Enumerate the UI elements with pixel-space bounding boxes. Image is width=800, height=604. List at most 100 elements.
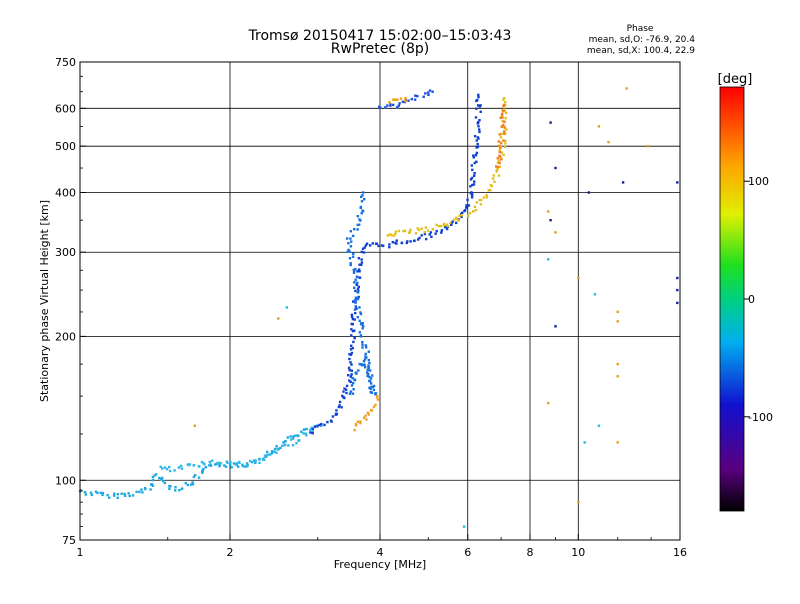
data-point — [347, 366, 351, 370]
data-point — [160, 478, 163, 481]
data-point — [352, 271, 356, 274]
data-point — [331, 415, 335, 418]
data-point — [469, 185, 472, 188]
data-point — [390, 233, 393, 237]
data-point — [503, 145, 506, 149]
data-point — [354, 307, 358, 310]
data-point — [497, 140, 500, 143]
data-point — [467, 204, 471, 207]
y-tick-label: 500 — [55, 140, 76, 153]
data-point — [353, 308, 357, 311]
x-axis-label: Frequency [MHz] — [334, 558, 426, 571]
data-point — [396, 106, 399, 109]
data-point — [547, 210, 550, 213]
data-point — [352, 388, 355, 391]
data-point — [360, 250, 363, 254]
x-tick-label: 16 — [673, 546, 687, 559]
data-point — [437, 224, 440, 228]
data-point — [453, 218, 456, 221]
data-point — [229, 460, 232, 464]
data-point — [470, 176, 474, 180]
data-point — [335, 409, 338, 412]
data-point — [356, 281, 359, 284]
x-tick-label: 6 — [464, 546, 471, 559]
data-point — [503, 97, 506, 100]
data-point — [431, 90, 434, 93]
data-point — [392, 103, 395, 107]
data-point — [442, 224, 446, 227]
data-point — [291, 444, 295, 447]
data-point — [420, 227, 423, 230]
data-point — [401, 100, 405, 103]
data-point — [372, 405, 376, 409]
data-point — [352, 268, 355, 272]
data-point — [442, 222, 446, 226]
data-point — [311, 427, 314, 431]
data-point — [479, 203, 483, 206]
data-point — [363, 363, 366, 366]
data-point — [676, 181, 679, 184]
data-point — [359, 420, 362, 423]
data-point — [123, 494, 127, 497]
data-point — [470, 196, 474, 199]
data-point — [363, 198, 366, 201]
data-point — [489, 189, 492, 192]
data-point — [349, 353, 353, 356]
data-point — [397, 104, 400, 107]
data-point — [495, 169, 498, 172]
data-point — [349, 262, 352, 265]
data-point — [355, 283, 358, 286]
data-point — [409, 240, 412, 243]
data-point — [487, 189, 490, 192]
data-point — [549, 219, 552, 222]
data-point — [356, 215, 359, 218]
colorbar-tick-label: 0 — [748, 293, 755, 306]
data-point — [90, 493, 93, 497]
data-point — [335, 412, 338, 416]
data-point — [348, 392, 352, 395]
y-axis-label: Stationary phase Virtual Height [km] — [38, 200, 51, 402]
data-point — [226, 461, 229, 465]
data-point — [168, 465, 171, 469]
data-point — [284, 440, 287, 443]
data-point — [356, 420, 359, 423]
data-point — [427, 93, 430, 96]
data-point — [151, 475, 155, 479]
data-point — [440, 231, 443, 234]
data-point — [286, 436, 289, 439]
data-point — [476, 98, 479, 102]
data-point — [403, 229, 407, 233]
x-tick-label: 10 — [571, 546, 585, 559]
data-point — [209, 463, 212, 466]
data-point — [351, 376, 354, 380]
data-point — [163, 481, 166, 485]
data-point — [473, 161, 476, 165]
data-point — [455, 217, 459, 221]
data-point — [350, 351, 354, 355]
data-point — [357, 285, 360, 288]
data-point — [128, 494, 131, 498]
data-point — [360, 212, 363, 215]
data-point — [352, 300, 355, 303]
data-point — [265, 453, 269, 457]
data-point — [499, 136, 503, 139]
data-point — [393, 98, 397, 101]
colorbar-ticks: 100 0 -100 — [744, 175, 773, 424]
data-point — [406, 240, 409, 243]
data-point — [504, 117, 507, 120]
data-point — [178, 489, 181, 492]
data-point — [197, 465, 201, 468]
data-point — [357, 295, 360, 299]
data-point — [368, 375, 371, 379]
data-point — [140, 488, 143, 491]
data-point — [241, 463, 244, 466]
data-point — [461, 211, 464, 214]
data-point — [364, 244, 368, 247]
data-point — [305, 434, 308, 437]
data-point — [451, 220, 454, 223]
data-point — [426, 91, 430, 94]
data-point — [351, 329, 355, 333]
data-point — [169, 485, 172, 488]
data-point — [646, 145, 650, 148]
data-point — [367, 364, 370, 367]
